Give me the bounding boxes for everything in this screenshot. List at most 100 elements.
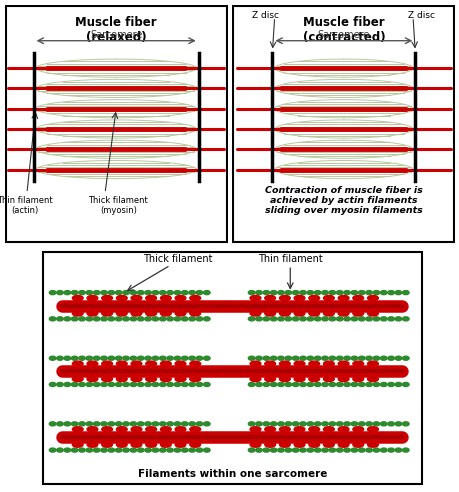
Circle shape <box>86 382 92 387</box>
Text: Thick filament: Thick filament <box>143 254 213 264</box>
Ellipse shape <box>250 311 260 316</box>
Ellipse shape <box>101 296 112 301</box>
Circle shape <box>86 448 92 452</box>
Circle shape <box>299 382 306 387</box>
Circle shape <box>358 317 364 321</box>
Ellipse shape <box>308 311 319 316</box>
Circle shape <box>123 356 129 360</box>
Circle shape <box>270 422 276 426</box>
Circle shape <box>248 448 254 452</box>
Circle shape <box>321 291 328 295</box>
Circle shape <box>145 448 151 452</box>
Circle shape <box>387 291 393 295</box>
Ellipse shape <box>101 442 112 447</box>
Ellipse shape <box>175 296 185 301</box>
Circle shape <box>307 291 313 295</box>
Circle shape <box>101 448 107 452</box>
Circle shape <box>78 317 85 321</box>
Circle shape <box>56 291 63 295</box>
Circle shape <box>387 448 393 452</box>
Circle shape <box>314 291 320 295</box>
Circle shape <box>343 382 350 387</box>
Circle shape <box>71 291 78 295</box>
Circle shape <box>159 317 166 321</box>
Ellipse shape <box>160 361 171 367</box>
Circle shape <box>372 291 379 295</box>
Circle shape <box>263 317 269 321</box>
Ellipse shape <box>175 427 185 432</box>
Ellipse shape <box>87 427 98 432</box>
Ellipse shape <box>250 442 260 447</box>
Circle shape <box>321 448 328 452</box>
Circle shape <box>321 382 328 387</box>
Circle shape <box>130 356 136 360</box>
Circle shape <box>292 291 298 295</box>
Circle shape <box>292 317 298 321</box>
Text: Muscle fiber
(relaxed): Muscle fiber (relaxed) <box>75 16 157 44</box>
Circle shape <box>402 356 408 360</box>
Circle shape <box>277 382 284 387</box>
Circle shape <box>49 448 56 452</box>
Ellipse shape <box>116 427 127 432</box>
Circle shape <box>299 448 306 452</box>
Circle shape <box>181 422 188 426</box>
Ellipse shape <box>175 361 185 367</box>
Circle shape <box>108 291 114 295</box>
Ellipse shape <box>146 296 156 301</box>
Circle shape <box>358 291 364 295</box>
Ellipse shape <box>293 427 304 432</box>
Circle shape <box>277 356 284 360</box>
Ellipse shape <box>131 296 141 301</box>
Circle shape <box>203 382 210 387</box>
Circle shape <box>101 382 107 387</box>
Circle shape <box>86 291 92 295</box>
Circle shape <box>145 291 151 295</box>
Circle shape <box>277 291 284 295</box>
Circle shape <box>196 422 202 426</box>
Circle shape <box>292 356 298 360</box>
Ellipse shape <box>337 311 348 316</box>
Circle shape <box>159 356 166 360</box>
Circle shape <box>93 356 100 360</box>
Circle shape <box>255 382 262 387</box>
Circle shape <box>196 317 202 321</box>
Circle shape <box>181 291 188 295</box>
Circle shape <box>181 317 188 321</box>
Circle shape <box>174 422 180 426</box>
Ellipse shape <box>264 442 275 447</box>
Ellipse shape <box>160 442 171 447</box>
Circle shape <box>189 422 195 426</box>
Circle shape <box>167 382 173 387</box>
Circle shape <box>108 448 114 452</box>
Circle shape <box>181 356 188 360</box>
Circle shape <box>372 382 379 387</box>
Circle shape <box>307 448 313 452</box>
Text: Contraction of muscle fiber is
achieved by actin filaments
sliding over myosin f: Contraction of muscle fiber is achieved … <box>264 185 422 215</box>
Circle shape <box>93 448 100 452</box>
Circle shape <box>123 448 129 452</box>
Circle shape <box>152 422 158 426</box>
Circle shape <box>203 356 210 360</box>
Text: Thick filament
(myosin): Thick filament (myosin) <box>88 196 148 215</box>
Circle shape <box>350 317 357 321</box>
Ellipse shape <box>308 427 319 432</box>
FancyBboxPatch shape <box>6 6 226 243</box>
Circle shape <box>358 382 364 387</box>
Circle shape <box>307 317 313 321</box>
Ellipse shape <box>72 296 83 301</box>
Circle shape <box>321 422 328 426</box>
Circle shape <box>196 291 202 295</box>
Ellipse shape <box>101 427 112 432</box>
Circle shape <box>108 317 114 321</box>
Circle shape <box>152 382 158 387</box>
Circle shape <box>307 356 313 360</box>
Circle shape <box>145 382 151 387</box>
Ellipse shape <box>367 376 378 382</box>
Ellipse shape <box>72 376 83 382</box>
Circle shape <box>49 291 56 295</box>
Ellipse shape <box>293 296 304 301</box>
Circle shape <box>123 317 129 321</box>
Circle shape <box>145 356 151 360</box>
Ellipse shape <box>87 442 98 447</box>
Circle shape <box>299 422 306 426</box>
